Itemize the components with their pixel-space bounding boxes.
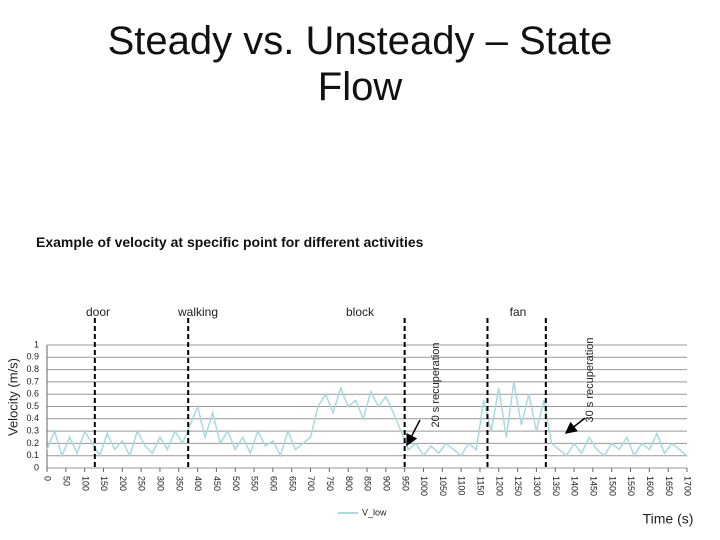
x-tick-label: 700 bbox=[306, 476, 316, 491]
x-tick-label: 0 bbox=[43, 476, 53, 481]
arrow bbox=[564, 417, 586, 434]
arrow bbox=[406, 419, 421, 447]
x-tick-label: 50 bbox=[61, 476, 71, 486]
x-tick-label: 350 bbox=[174, 476, 184, 491]
x-tick-label: 1600 bbox=[645, 476, 655, 496]
y-tick-label: 0.5 bbox=[26, 401, 39, 411]
annotation: door bbox=[86, 305, 110, 319]
x-tick-label: 150 bbox=[99, 476, 109, 491]
x-tick-label: 1350 bbox=[551, 476, 561, 496]
x-tick-label: 750 bbox=[325, 476, 335, 491]
annotation: fan bbox=[510, 305, 527, 319]
subtitle: Example of velocity at specific point fo… bbox=[36, 234, 424, 250]
x-tick-label: 1700 bbox=[683, 476, 693, 496]
annotation: 20 s recuperation bbox=[430, 343, 442, 428]
y-tick-label: 0.7 bbox=[26, 376, 39, 386]
x-tick-label: 800 bbox=[344, 476, 354, 491]
x-tick-label: 600 bbox=[269, 476, 279, 491]
x-tick-label: 1500 bbox=[607, 476, 617, 496]
annotation: block bbox=[346, 305, 375, 319]
data-line bbox=[46, 381, 688, 458]
x-axis-label: Time (s) bbox=[643, 511, 694, 527]
y-axis-label: Velocity (m/s) bbox=[5, 358, 20, 436]
x-tick-label: 1300 bbox=[532, 476, 542, 496]
x-tick-label: 450 bbox=[212, 476, 222, 491]
y-tick-label: 0.4 bbox=[26, 413, 39, 423]
x-tick-label: 550 bbox=[250, 476, 260, 491]
y-tick-label: 0.3 bbox=[26, 425, 39, 435]
x-tick-label: 650 bbox=[287, 476, 297, 491]
x-tick-label: 1550 bbox=[626, 476, 636, 496]
annotation: walking bbox=[177, 305, 218, 319]
x-tick-label: 850 bbox=[363, 476, 373, 491]
y-tick-label: 0 bbox=[34, 462, 39, 472]
x-tick-label: 1050 bbox=[438, 476, 448, 496]
x-tick-label: 1250 bbox=[513, 476, 523, 496]
x-tick-label: 1150 bbox=[476, 476, 486, 495]
x-tick-label: 400 bbox=[193, 476, 203, 491]
legend-label: V_low bbox=[362, 507, 387, 517]
x-tick-label: 1200 bbox=[494, 476, 504, 496]
x-tick-label: 1100 bbox=[457, 476, 467, 495]
x-tick-label: 950 bbox=[400, 476, 410, 491]
y-tick-label: 0.2 bbox=[26, 438, 39, 448]
slide-title: Steady vs. Unsteady – State Flow bbox=[107, 19, 613, 109]
x-tick-label: 1000 bbox=[419, 476, 429, 496]
x-tick-label: 1400 bbox=[570, 476, 580, 496]
y-tick-label: 0.9 bbox=[26, 352, 39, 362]
y-tick-label: 0.1 bbox=[26, 450, 39, 460]
y-tick-label: 0.6 bbox=[26, 389, 39, 399]
x-tick-label: 300 bbox=[156, 476, 166, 491]
x-tick-label: 250 bbox=[137, 476, 147, 491]
annotation: 30 s recuperation bbox=[584, 338, 596, 423]
x-tick-label: 1450 bbox=[589, 476, 599, 496]
y-tick-label: 0.8 bbox=[26, 364, 39, 374]
y-tick-label: 1 bbox=[34, 339, 39, 349]
x-tick-label: 1650 bbox=[664, 476, 674, 496]
x-tick-label: 200 bbox=[118, 476, 128, 491]
x-tick-label: 900 bbox=[381, 476, 391, 491]
x-tick-label: 500 bbox=[231, 476, 241, 491]
x-tick-label: 100 bbox=[80, 476, 90, 491]
